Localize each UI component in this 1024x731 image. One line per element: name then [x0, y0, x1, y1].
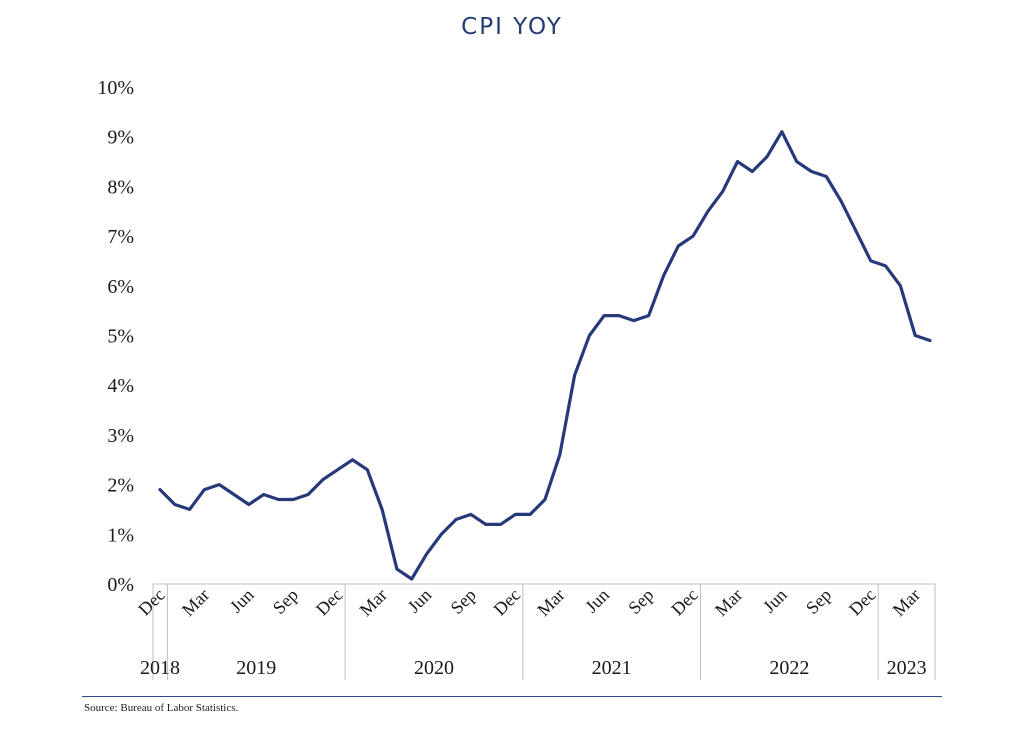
data-point: [825, 175, 828, 178]
data-point: [351, 458, 354, 461]
data-point: [440, 533, 443, 536]
data-point: [292, 498, 295, 501]
data-point: [529, 513, 531, 516]
data-point: [795, 160, 798, 163]
data-point: [618, 314, 620, 317]
data-point: [884, 265, 887, 267]
data-point: [203, 488, 206, 491]
data-point: [218, 483, 221, 486]
y-tick-label: 5%: [107, 326, 134, 348]
x-month-label: Mar: [178, 585, 213, 620]
data-point: [899, 285, 902, 287]
data-point: [677, 245, 680, 247]
x-month-label: Mar: [533, 585, 568, 620]
x-year-label: 2020: [414, 657, 454, 679]
data-point: [929, 339, 931, 342]
data-point: [810, 170, 813, 173]
data-point: [396, 568, 398, 570]
data-point: [647, 314, 650, 317]
data-point: [588, 334, 591, 337]
y-tick-label: 2%: [107, 475, 134, 497]
data-point: [174, 503, 176, 506]
x-year-label: 2021: [592, 657, 632, 679]
x-month-label: Dec: [490, 585, 525, 620]
data-point: [736, 160, 739, 163]
x-month-label: Sep: [269, 585, 302, 618]
data-point: [766, 155, 768, 158]
data-point: [322, 478, 324, 481]
y-tick-label: 8%: [107, 176, 134, 198]
data-point: [410, 578, 413, 580]
x-month-label: Mar: [711, 585, 746, 620]
data-point: [455, 518, 457, 521]
y-tick-label: 1%: [107, 524, 134, 546]
data-point: [633, 319, 635, 322]
data-point: [499, 523, 502, 526]
x-month-label: Sep: [624, 585, 657, 618]
data-point: [159, 488, 161, 491]
chart-title: CPI YOY: [461, 14, 563, 40]
series-layer: [158, 130, 932, 581]
data-point: [781, 130, 783, 133]
source-note: Source: Bureau of Labor Statistics.: [84, 702, 239, 714]
data-point: [751, 170, 754, 173]
x-month-label: Mar: [356, 585, 391, 620]
data-point: [262, 493, 265, 496]
data-point: [366, 468, 369, 471]
y-tick-label: 3%: [107, 425, 134, 447]
data-point: [855, 230, 857, 232]
y-tick-label: 6%: [107, 276, 134, 298]
x-month-label: Jun: [581, 585, 613, 617]
data-point: [707, 210, 709, 213]
x-month-label: Sep: [447, 585, 480, 618]
footer-rule: [82, 696, 942, 697]
y-tick-label: 0%: [107, 574, 134, 596]
data-point: [307, 493, 309, 496]
data-point: [840, 200, 842, 203]
data-point: [248, 503, 250, 506]
x-month-label: Dec: [845, 585, 880, 620]
y-tick-label: 4%: [107, 375, 134, 397]
data-point: [603, 314, 606, 317]
y-tick-label: 10%: [97, 77, 134, 99]
x-month-label: Mar: [889, 585, 924, 620]
data-point: [233, 493, 235, 496]
data-point: [721, 190, 724, 193]
x-month-label: Sep: [802, 585, 835, 618]
data-point: [914, 334, 916, 337]
data-point: [662, 275, 665, 277]
data-point: [484, 523, 487, 526]
x-axis: Dec Mar Jun Sep Dec Mar Jun Sep Dec Mar Jun Sep Dec M…: [134, 583, 936, 680]
y-tick-label: 9%: [107, 127, 134, 149]
data-point: [692, 235, 694, 237]
x-month-label: Dec: [667, 585, 702, 620]
data-point: [514, 513, 517, 516]
x-month-label: Jun: [759, 585, 791, 617]
data-point: [425, 553, 428, 555]
data-point: [470, 513, 472, 516]
y-tick-label: 7%: [107, 226, 134, 248]
x-year-label: 2019: [236, 657, 276, 679]
data-point: [869, 260, 872, 262]
x-month-label: Jun: [226, 585, 258, 617]
x-year-label: 2018: [140, 657, 180, 679]
data-point: [336, 468, 339, 471]
data-point: [188, 508, 191, 511]
data-point: [277, 498, 280, 501]
x-month-label: Jun: [404, 585, 436, 617]
data-point: [544, 498, 546, 501]
data-point: [381, 508, 383, 511]
y-axis: 0% 1% 2% 3% 4% 5% 6% 7% 8% 9% 10%: [97, 77, 134, 596]
x-month-label: Dec: [134, 585, 169, 620]
x-year-label: 2023: [887, 657, 927, 679]
data-point: [573, 374, 576, 377]
x-year-label: 2022: [769, 657, 809, 679]
x-month-label: Dec: [312, 585, 347, 620]
cpi-yoy-line: [158, 130, 932, 581]
data-point: [559, 453, 561, 456]
